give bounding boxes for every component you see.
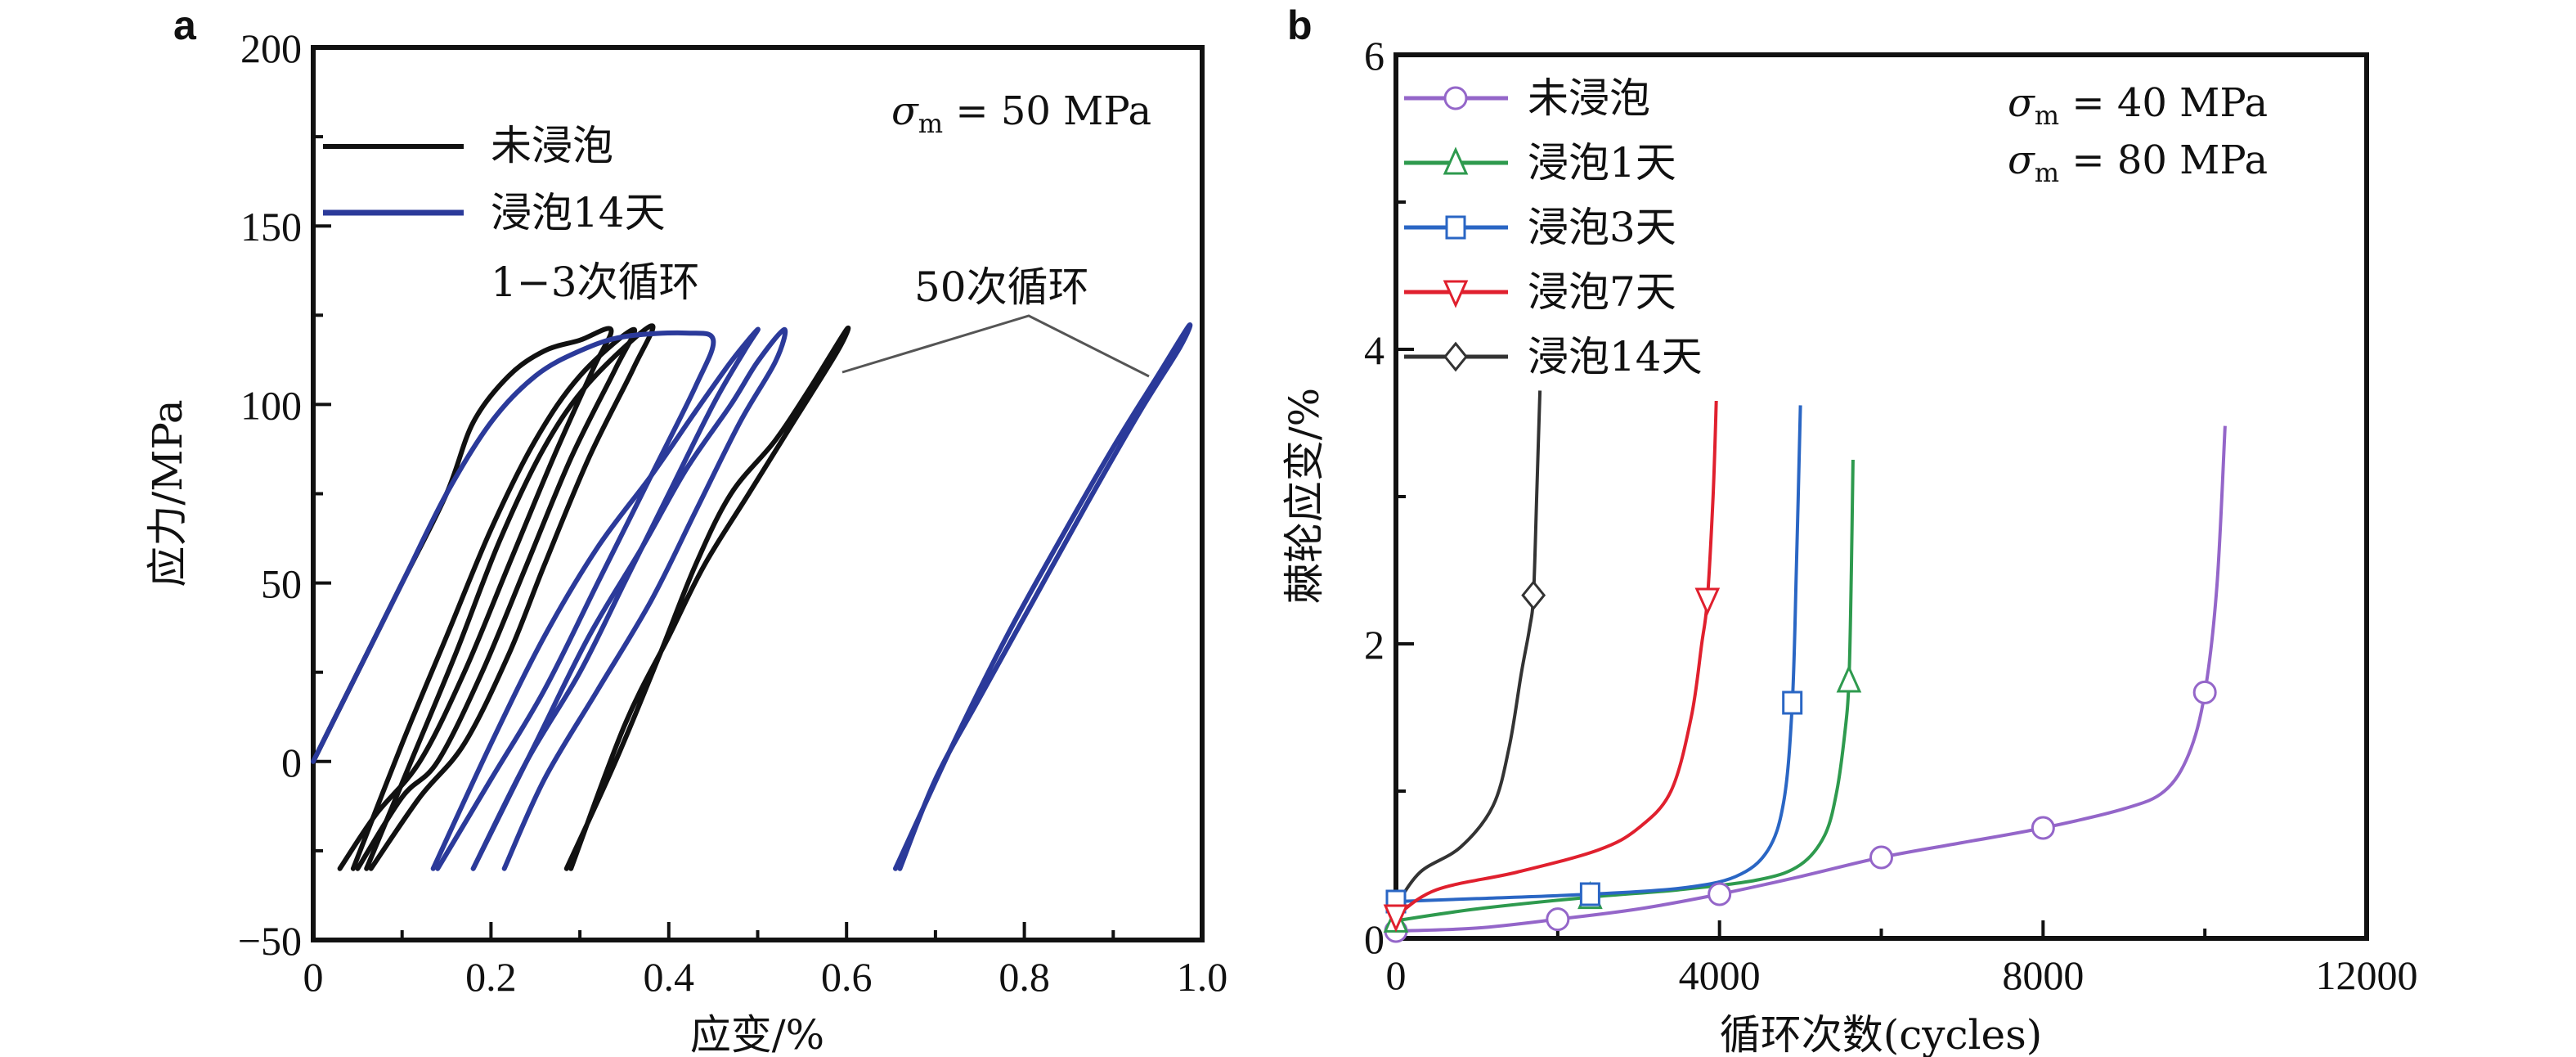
- y-tick-label: −50: [238, 918, 302, 964]
- legend-marker-soaked-14d: [1443, 341, 1468, 372]
- x-tick-label: 0: [303, 954, 324, 1000]
- legend-marker-soaked-1d: [1443, 146, 1469, 175]
- legend-label-soaked14: 浸泡14天: [491, 189, 666, 236]
- y-tick-label: 100: [240, 382, 302, 428]
- x-tick-label: 8000: [2002, 952, 2084, 998]
- legend-label-soaked-7d: 浸泡7天: [1528, 268, 1676, 316]
- x-tick-label: 12000: [2316, 952, 2418, 998]
- marker-soaked-7d: [1694, 587, 1721, 616]
- marker-unsoaked: [1546, 907, 1570, 932]
- marker-soaked-1d: [1836, 664, 1862, 693]
- y-tick-label: 50: [261, 561, 302, 607]
- annotation-cycles-50: 50次循环: [914, 263, 1089, 311]
- marker-unsoaked: [2192, 680, 2217, 704]
- loop-unsoaked: [563, 326, 851, 871]
- series-line-soaked-14d: [1394, 390, 1542, 907]
- x-tick-label: 1.0: [1177, 954, 1228, 1000]
- legend-label-soaked-14d: 浸泡14天: [1528, 333, 1703, 380]
- marker-soaked-3d: [1782, 690, 1803, 715]
- x-tick-label: 0.6: [821, 954, 873, 1000]
- marker-soaked-14d: [1521, 580, 1546, 610]
- legend-marker-soaked-7d: [1443, 280, 1469, 308]
- panel-b: b 0 4000 8000 12000 0 2 4 6 未浸泡浸泡1天浸泡3天浸泡7天浸泡14…: [1281, 2, 2418, 1057]
- y-tick-label: 6: [1364, 33, 1384, 79]
- series-line-soaked-7d: [1394, 400, 1718, 918]
- legend-label-unsoaked: 未浸泡: [491, 122, 613, 169]
- panel-b-ticks: 0 4000 8000 12000 0 2 4 6: [1364, 33, 2418, 998]
- marker-soaked-3d: [1579, 882, 1600, 906]
- x-tick-label: 0.8: [999, 954, 1050, 1000]
- x-tick-label: 4000: [1679, 952, 1761, 998]
- x-axis-title-a: 应变/%: [690, 1011, 824, 1057]
- panel-b-label: b: [1287, 2, 1313, 48]
- panel-b-curves: [1383, 390, 2227, 943]
- y-tick-label: 200: [240, 25, 302, 71]
- loop-soaked14: [470, 326, 788, 871]
- x-axis-title-b: 循环次数(cycles): [1720, 1011, 2043, 1057]
- panel-a-legend: 未浸泡 浸泡14天: [323, 122, 666, 236]
- y-tick-label: 4: [1364, 327, 1384, 373]
- legend-label-soaked-3d: 浸泡3天: [1528, 204, 1676, 251]
- y-tick-label: 0: [281, 740, 302, 785]
- marker-unsoaked: [2031, 816, 2055, 840]
- loop-soaked14: [311, 330, 716, 871]
- legend-marker-soaked-3d: [1445, 215, 1466, 240]
- panel-a-curves: [311, 322, 1193, 871]
- marker-unsoaked: [1708, 882, 1732, 906]
- y-axis-title-b: 棘轮应变/%: [1281, 388, 1328, 604]
- annotation-sigma-m-40: σm = 40 MPa: [2008, 80, 2268, 131]
- y-tick-label: 150: [240, 204, 302, 250]
- x-tick-label: 0: [1386, 952, 1407, 998]
- legend-marker-unsoaked: [1443, 86, 1468, 110]
- annotation-sigma-m-a: σm = 50 MPa: [891, 88, 1151, 139]
- loop-soaked14: [893, 322, 1193, 871]
- y-tick-label: 0: [1364, 916, 1384, 962]
- marker-soaked-7d: [1383, 904, 1409, 933]
- x-tick-label: 0.4: [644, 954, 695, 1000]
- series-line-soaked-3d: [1395, 405, 1802, 903]
- marker-unsoaked: [1869, 845, 1893, 870]
- legend-label-unsoaked: 未浸泡: [1528, 74, 1650, 122]
- annotation-cycles-1-3: 1−3次循环: [491, 259, 700, 306]
- annotation-sigma-m-80: σm = 80 MPa: [2008, 137, 2268, 188]
- panel-a-label: a: [173, 2, 197, 48]
- legend-label-soaked-1d: 浸泡1天: [1528, 139, 1676, 187]
- series-line-soaked-1d: [1395, 459, 1855, 923]
- y-axis-title-a: 应力/MPa: [144, 399, 191, 587]
- x-tick-label: 0.2: [465, 954, 517, 1000]
- loop-soaked14: [430, 326, 761, 871]
- annotation-pointer-50: [841, 314, 1150, 378]
- y-tick-label: 2: [1364, 622, 1384, 668]
